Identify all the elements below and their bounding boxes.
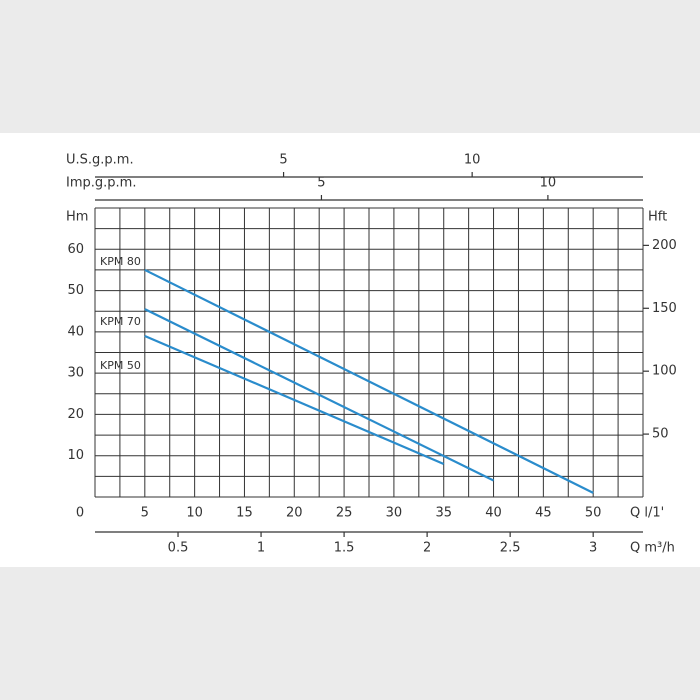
y2-tick-label: 50 — [652, 427, 669, 442]
series-line — [144, 268, 594, 494]
x-tick-label: 5 — [141, 506, 149, 521]
y-tick-label: 50 — [67, 283, 84, 298]
top-axis-tick-label: 5 — [317, 176, 325, 191]
x-tick-label: 25 — [336, 506, 353, 521]
series-label: KPM 80 — [100, 255, 141, 268]
x-tick-label: 15 — [236, 506, 253, 521]
y2-tick-label: 100 — [652, 364, 677, 379]
panel — [0, 133, 700, 567]
top-axis-label: Imp.g.p.m. — [66, 176, 136, 191]
x-tick-label: 40 — [485, 506, 502, 521]
y2-axis-label: Hft — [648, 210, 667, 225]
y-tick-label: 30 — [67, 366, 84, 381]
x-axis-label: Q l/1' — [630, 506, 664, 521]
bottom-axis-tick-label: 1.5 — [334, 541, 355, 556]
x-tick-label: 45 — [535, 506, 552, 521]
x-tick-label: 20 — [286, 506, 303, 521]
y2-tick-label: 150 — [652, 301, 677, 316]
bottom-axis-tick-label: 1 — [257, 541, 265, 556]
y-tick-label: 20 — [67, 407, 84, 422]
bottom-axis-tick-label: 3 — [589, 541, 597, 556]
top-axis-tick-label: 5 — [279, 153, 287, 168]
x-tick-label: 10 — [186, 506, 203, 521]
bottom-axis-tick-label: 2 — [423, 541, 431, 556]
x-tick-label: 30 — [386, 506, 403, 521]
series-label: KPM 70 — [100, 315, 141, 328]
y-tick-label: 40 — [67, 324, 84, 339]
top-axis-tick-label: 10 — [540, 176, 557, 191]
bottom-axis-label: Q m³/h — [630, 541, 675, 556]
top-axis-label: U.S.g.p.m. — [66, 153, 134, 168]
y-axis-label: Hm — [66, 210, 88, 225]
y2-tick-label: 200 — [652, 238, 677, 253]
bottom-axis-tick-label: 2.5 — [500, 541, 521, 556]
y-tick-label: 10 — [67, 448, 84, 463]
series-line — [144, 308, 495, 482]
series-line — [144, 334, 445, 465]
x-tick-label: 35 — [435, 506, 452, 521]
x-tick-label: 50 — [585, 506, 602, 521]
y-tick-label: 60 — [67, 242, 84, 257]
bottom-axis-tick-label: 0.5 — [168, 541, 189, 556]
x-tick-label: 0 — [76, 506, 84, 521]
top-axis-tick-label: 10 — [464, 153, 481, 168]
series-label: KPM 50 — [100, 359, 141, 372]
